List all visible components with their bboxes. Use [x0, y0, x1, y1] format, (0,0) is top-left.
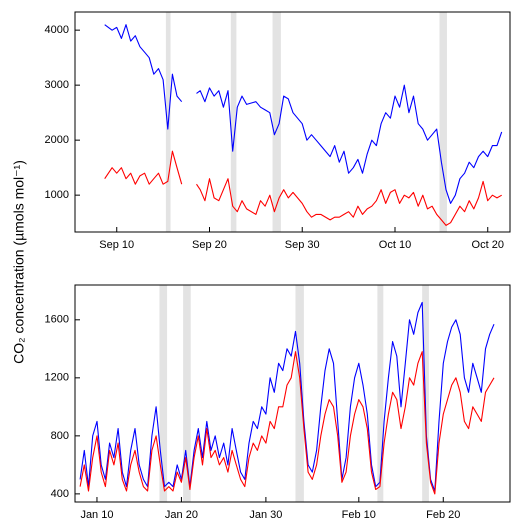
series-line	[79, 301, 495, 492]
series-line	[104, 24, 183, 130]
x-tick-label: Sep 30	[285, 239, 320, 251]
shaded-span	[377, 285, 384, 502]
x-tick-label: Jan 10	[80, 509, 113, 521]
axes-box	[74, 284, 511, 503]
x-tick-label: Oct 20	[472, 239, 504, 251]
x-tick-label: Sep 10	[99, 239, 134, 251]
x-tick-label: Jan 30	[249, 509, 282, 521]
shaded-span	[230, 12, 237, 232]
x-tick-label: Jan 20	[165, 509, 198, 521]
x-tick-label: Oct 10	[379, 239, 411, 251]
x-tick-label: Feb 20	[426, 509, 460, 521]
series-line	[79, 351, 495, 495]
series-line	[196, 178, 502, 226]
y-tick-label: 3000	[45, 79, 69, 91]
series-line	[104, 150, 183, 185]
y-tick-label: 1600	[45, 314, 69, 326]
y-tick-label: 1200	[45, 372, 69, 384]
y-tick-label: 1000	[45, 189, 69, 201]
series-line	[196, 84, 503, 204]
shaded-span	[272, 12, 281, 232]
shaded-span	[439, 12, 447, 232]
x-tick-label: Feb 10	[342, 509, 376, 521]
y-tick-label: 400	[51, 488, 69, 500]
x-tick-label: Sep 20	[192, 239, 227, 251]
y-tick-label: 2000	[45, 134, 69, 146]
shaded-span	[183, 285, 191, 502]
shaded-span	[159, 285, 168, 502]
axes-box	[74, 11, 511, 233]
y-tick-label: 800	[51, 430, 69, 442]
y-tick-label: 4000	[45, 24, 69, 36]
shaded-span	[295, 285, 304, 502]
y-axis-label: CO₂ concentration (µmols mol⁻¹)	[11, 160, 27, 364]
